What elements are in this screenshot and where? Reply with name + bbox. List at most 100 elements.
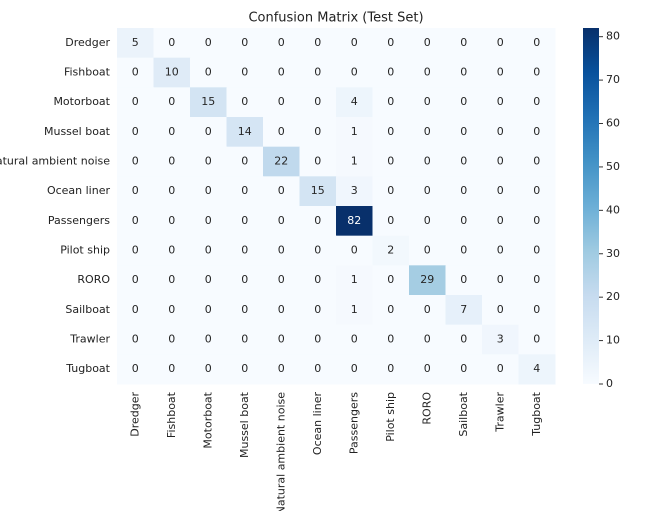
heatmap-cell	[263, 146, 300, 177]
colorbar-tick-label: 70	[606, 73, 620, 86]
cell-label: 0	[241, 214, 248, 227]
colorbar-tick-label: 10	[606, 334, 620, 347]
colorbar-tick-label: 0	[606, 377, 613, 390]
cell-label: 3	[351, 184, 358, 197]
cell-label: 0	[278, 125, 285, 138]
heatmap-cell	[299, 206, 337, 237]
cell-label: 0	[168, 36, 175, 49]
cell-label: 0	[351, 362, 358, 375]
cell-label: 0	[533, 95, 540, 108]
y-tick-label: Natural ambient noise	[0, 155, 110, 168]
heatmap-cell	[409, 235, 446, 266]
heatmap-cell	[263, 28, 300, 59]
x-tick-label: Motorboat	[201, 391, 214, 448]
cell-label: 0	[314, 36, 321, 49]
heatmap-cell	[117, 28, 154, 59]
cell-label: 0	[278, 362, 285, 375]
heatmap-cell	[117, 176, 154, 207]
heatmap-cell	[190, 265, 227, 296]
heatmap-cell	[226, 87, 264, 118]
cell-label: 0	[387, 155, 394, 168]
heatmap-cell	[117, 117, 154, 148]
heatmap-cell	[263, 206, 300, 237]
cell-label: 0	[497, 273, 504, 286]
heatmap-cell	[445, 235, 483, 266]
heatmap-cell	[226, 354, 264, 385]
cell-label: 3	[497, 333, 504, 346]
cell-label: 0	[497, 36, 504, 49]
cell-label: 0	[132, 66, 139, 79]
heatmap-cell	[263, 176, 300, 207]
heatmap-cell	[117, 295, 154, 326]
cell-label: 0	[168, 184, 175, 197]
heatmap-cell	[263, 295, 300, 326]
cell-label: 0	[168, 303, 175, 316]
cell-label: 0	[205, 36, 212, 49]
heatmap-cell	[518, 295, 556, 326]
heatmap-cell	[409, 146, 446, 177]
x-tick-label: Natural ambient noise	[274, 392, 287, 511]
heatmap-cell	[190, 206, 227, 237]
heatmap-cell	[153, 146, 191, 177]
heatmap-cell	[153, 87, 191, 118]
x-tick-label: Passengers	[347, 392, 360, 454]
cell-label: 0	[314, 303, 321, 316]
x-tick-label: Sailboat	[457, 391, 470, 436]
cell-label: 0	[497, 125, 504, 138]
cell-label: 0	[460, 333, 467, 346]
cell-label: 0	[168, 214, 175, 227]
cell-label: 0	[278, 66, 285, 79]
cell-label: 0	[314, 214, 321, 227]
y-tick-label: Pilot ship	[60, 244, 110, 257]
cell-label: 0	[424, 303, 431, 316]
cell-label: 22	[274, 155, 288, 168]
cell-label: 1	[351, 125, 358, 138]
heatmap-cell	[336, 176, 373, 207]
heatmap-cell	[153, 235, 191, 266]
cell-label: 0	[241, 95, 248, 108]
cell-label: 0	[205, 333, 212, 346]
cell-label: 0	[497, 66, 504, 79]
cell-label: 4	[533, 362, 540, 375]
cell-label: 0	[460, 184, 467, 197]
cell-label: 0	[132, 95, 139, 108]
heatmap-cell	[299, 28, 337, 59]
cell-label: 1	[351, 273, 358, 286]
y-tick-label: RORO	[77, 273, 110, 286]
heatmap-cell	[299, 235, 337, 266]
cell-label: 0	[241, 36, 248, 49]
x-tick-label: Mussel boat	[238, 391, 251, 458]
colorbar	[583, 28, 599, 384]
cell-label: 0	[278, 244, 285, 257]
heatmap-cell	[190, 295, 227, 326]
heatmap-cell	[117, 57, 154, 88]
heatmap-cell	[336, 235, 373, 266]
heatmap-cell	[263, 235, 300, 266]
heatmap-cell	[372, 87, 410, 118]
heatmap-cell	[445, 354, 483, 385]
cell-label: 0	[314, 333, 321, 346]
heatmap-cell	[336, 117, 373, 148]
heatmap-cell	[482, 235, 519, 266]
y-tick-label: Tugboat	[65, 362, 110, 375]
cell-label: 0	[314, 244, 321, 257]
colorbar-tick-label: 60	[606, 117, 620, 130]
cell-label: 0	[168, 362, 175, 375]
cell-label: 5	[132, 36, 139, 49]
heatmap-cell	[336, 57, 373, 88]
cell-label: 0	[132, 244, 139, 257]
heatmap-cell	[445, 206, 483, 237]
cell-label: 0	[205, 273, 212, 286]
cell-label: 0	[205, 303, 212, 316]
cell-label: 0	[132, 214, 139, 227]
heatmap-cell	[226, 206, 264, 237]
heatmap-cell	[482, 265, 519, 296]
heatmap-cell	[153, 265, 191, 296]
heatmap-cell	[445, 176, 483, 207]
heatmap-cell	[518, 146, 556, 177]
cell-label: 0	[497, 244, 504, 257]
cell-label: 0	[497, 95, 504, 108]
heatmap-cell	[117, 324, 154, 355]
cell-label: 0	[168, 333, 175, 346]
x-tick-label: Fishboat	[165, 391, 178, 438]
